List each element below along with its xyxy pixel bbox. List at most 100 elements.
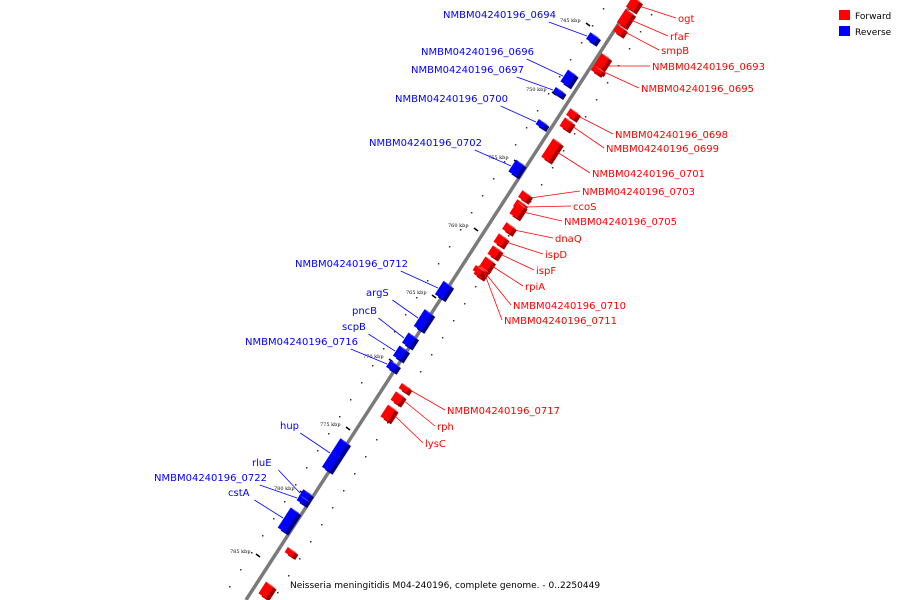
reverse-gene-label: hup	[280, 421, 299, 432]
tick-dot	[415, 297, 418, 299]
forward-gene-label: rph	[437, 422, 454, 433]
reverse-gene	[535, 119, 550, 132]
forward-gene	[593, 65, 606, 78]
forward-gene	[398, 383, 413, 396]
tick-dot	[240, 569, 242, 571]
forward-gene	[566, 108, 581, 123]
tick-label: 770 kbp	[363, 354, 384, 360]
reverse-gene	[586, 32, 601, 47]
forward-gene	[258, 581, 277, 600]
forward-gene-label: dnaQ	[555, 234, 582, 245]
forward-gene-leader	[638, 5, 677, 19]
tick-dot	[540, 184, 543, 186]
tick-dot	[305, 467, 308, 469]
tick-dot	[229, 586, 231, 588]
forward-gene-label: NMBM04240196_0695	[641, 84, 754, 95]
tick-dot	[481, 195, 484, 197]
tick-dot	[580, 42, 583, 44]
reverse-gene-label: NMBM04240196_0722	[154, 473, 267, 484]
tick-dot	[529, 201, 532, 203]
forward-gene-label: lysC	[425, 439, 446, 450]
forward-gene-leader	[556, 151, 591, 174]
tick-dot	[284, 501, 286, 503]
tick-dot	[470, 212, 473, 214]
reverse-gene	[552, 87, 567, 100]
forward-gene	[625, 0, 644, 15]
tick-dot	[606, 82, 609, 84]
reverse-gene-leader	[400, 270, 439, 289]
reverse-gene-leader	[392, 299, 419, 319]
forward-gene-leader	[393, 414, 424, 444]
reverse-gene-leader	[259, 484, 298, 499]
forward-gene-leader	[577, 115, 614, 135]
forward-gene	[487, 245, 504, 262]
reverse-gene-label: scpB	[342, 322, 366, 333]
forward-gene-label: ogt	[678, 14, 694, 25]
tick-dot	[393, 331, 396, 333]
tick-dot	[558, 76, 561, 78]
tick-dot	[364, 456, 367, 458]
tick-dot	[437, 263, 440, 265]
tick-dot	[525, 127, 528, 129]
tick-dot	[371, 365, 374, 367]
tick-mark	[473, 227, 479, 232]
tick-dot	[316, 450, 319, 452]
tick-dot	[430, 354, 433, 356]
tick-dot	[459, 229, 462, 231]
tick-label: 785 kbp	[230, 549, 251, 555]
forward-gene-leader	[402, 399, 436, 427]
tick-dot	[321, 524, 323, 526]
reverse-gene-leader	[278, 469, 301, 494]
forward-gene-label: rpiA	[525, 282, 545, 293]
reverse-gene-leader	[526, 58, 564, 77]
reverse-gene	[296, 495, 311, 508]
tick-dot	[404, 314, 407, 316]
forward-gene-label: NMBM04240196_0710	[513, 301, 626, 312]
forward-gene-leader	[409, 389, 446, 411]
forward-gene-label: NMBM04240196_0703	[582, 187, 695, 198]
reverse-gene-label: NMBM04240196_0697	[411, 65, 524, 76]
reverse-gene-label: cstA	[228, 488, 250, 499]
tick-dot	[441, 337, 444, 339]
tick-label: 775 kbp	[320, 422, 341, 428]
tick-dot	[584, 116, 587, 118]
forward-gene	[518, 190, 533, 205]
tick-dot	[353, 473, 356, 475]
forward-gene-leader	[522, 211, 563, 222]
tick-dot	[342, 490, 345, 492]
tick-dot	[310, 541, 312, 543]
tick-dot	[474, 286, 477, 288]
tick-mark	[551, 91, 557, 96]
forward-gene	[390, 391, 407, 408]
forward-gene	[541, 138, 564, 165]
reverse-gene	[386, 360, 401, 375]
reverse-gene-leader	[254, 499, 284, 519]
reverse-gene-label: NMBM04240196_0696	[421, 47, 534, 58]
tick-label: 765 kbp	[406, 290, 427, 296]
forward-gene-label: NMBM04240196_0705	[564, 217, 677, 228]
forward-gene-leader	[529, 190, 581, 199]
legend-reverse-swatch	[839, 26, 850, 36]
forward-gene-label: smpB	[661, 46, 689, 57]
reverse-gene-label: NMBM04240196_0716	[245, 337, 358, 348]
forward-gene	[502, 222, 517, 237]
tick-dot	[463, 303, 466, 305]
forward-gene-leader	[485, 273, 512, 306]
forward-gene-label: NMBM04240196_0717	[447, 406, 560, 417]
reverse-gene	[560, 69, 579, 90]
reverse-gene-leader	[300, 432, 331, 454]
forward-gene-label: ispD	[545, 250, 567, 261]
tick-dot	[327, 433, 330, 435]
reverse-gene-label: pncB	[352, 306, 377, 317]
forward-gene-label: rfaF	[670, 32, 690, 43]
reverse-gene-leader	[378, 317, 405, 339]
forward-gene-leader	[499, 253, 535, 271]
tick-dot	[426, 280, 429, 282]
forward-gene	[559, 117, 576, 134]
tick-dot	[288, 575, 290, 577]
forward-gene	[616, 8, 637, 31]
tick-dot	[299, 558, 301, 560]
tick-mark	[585, 22, 591, 27]
